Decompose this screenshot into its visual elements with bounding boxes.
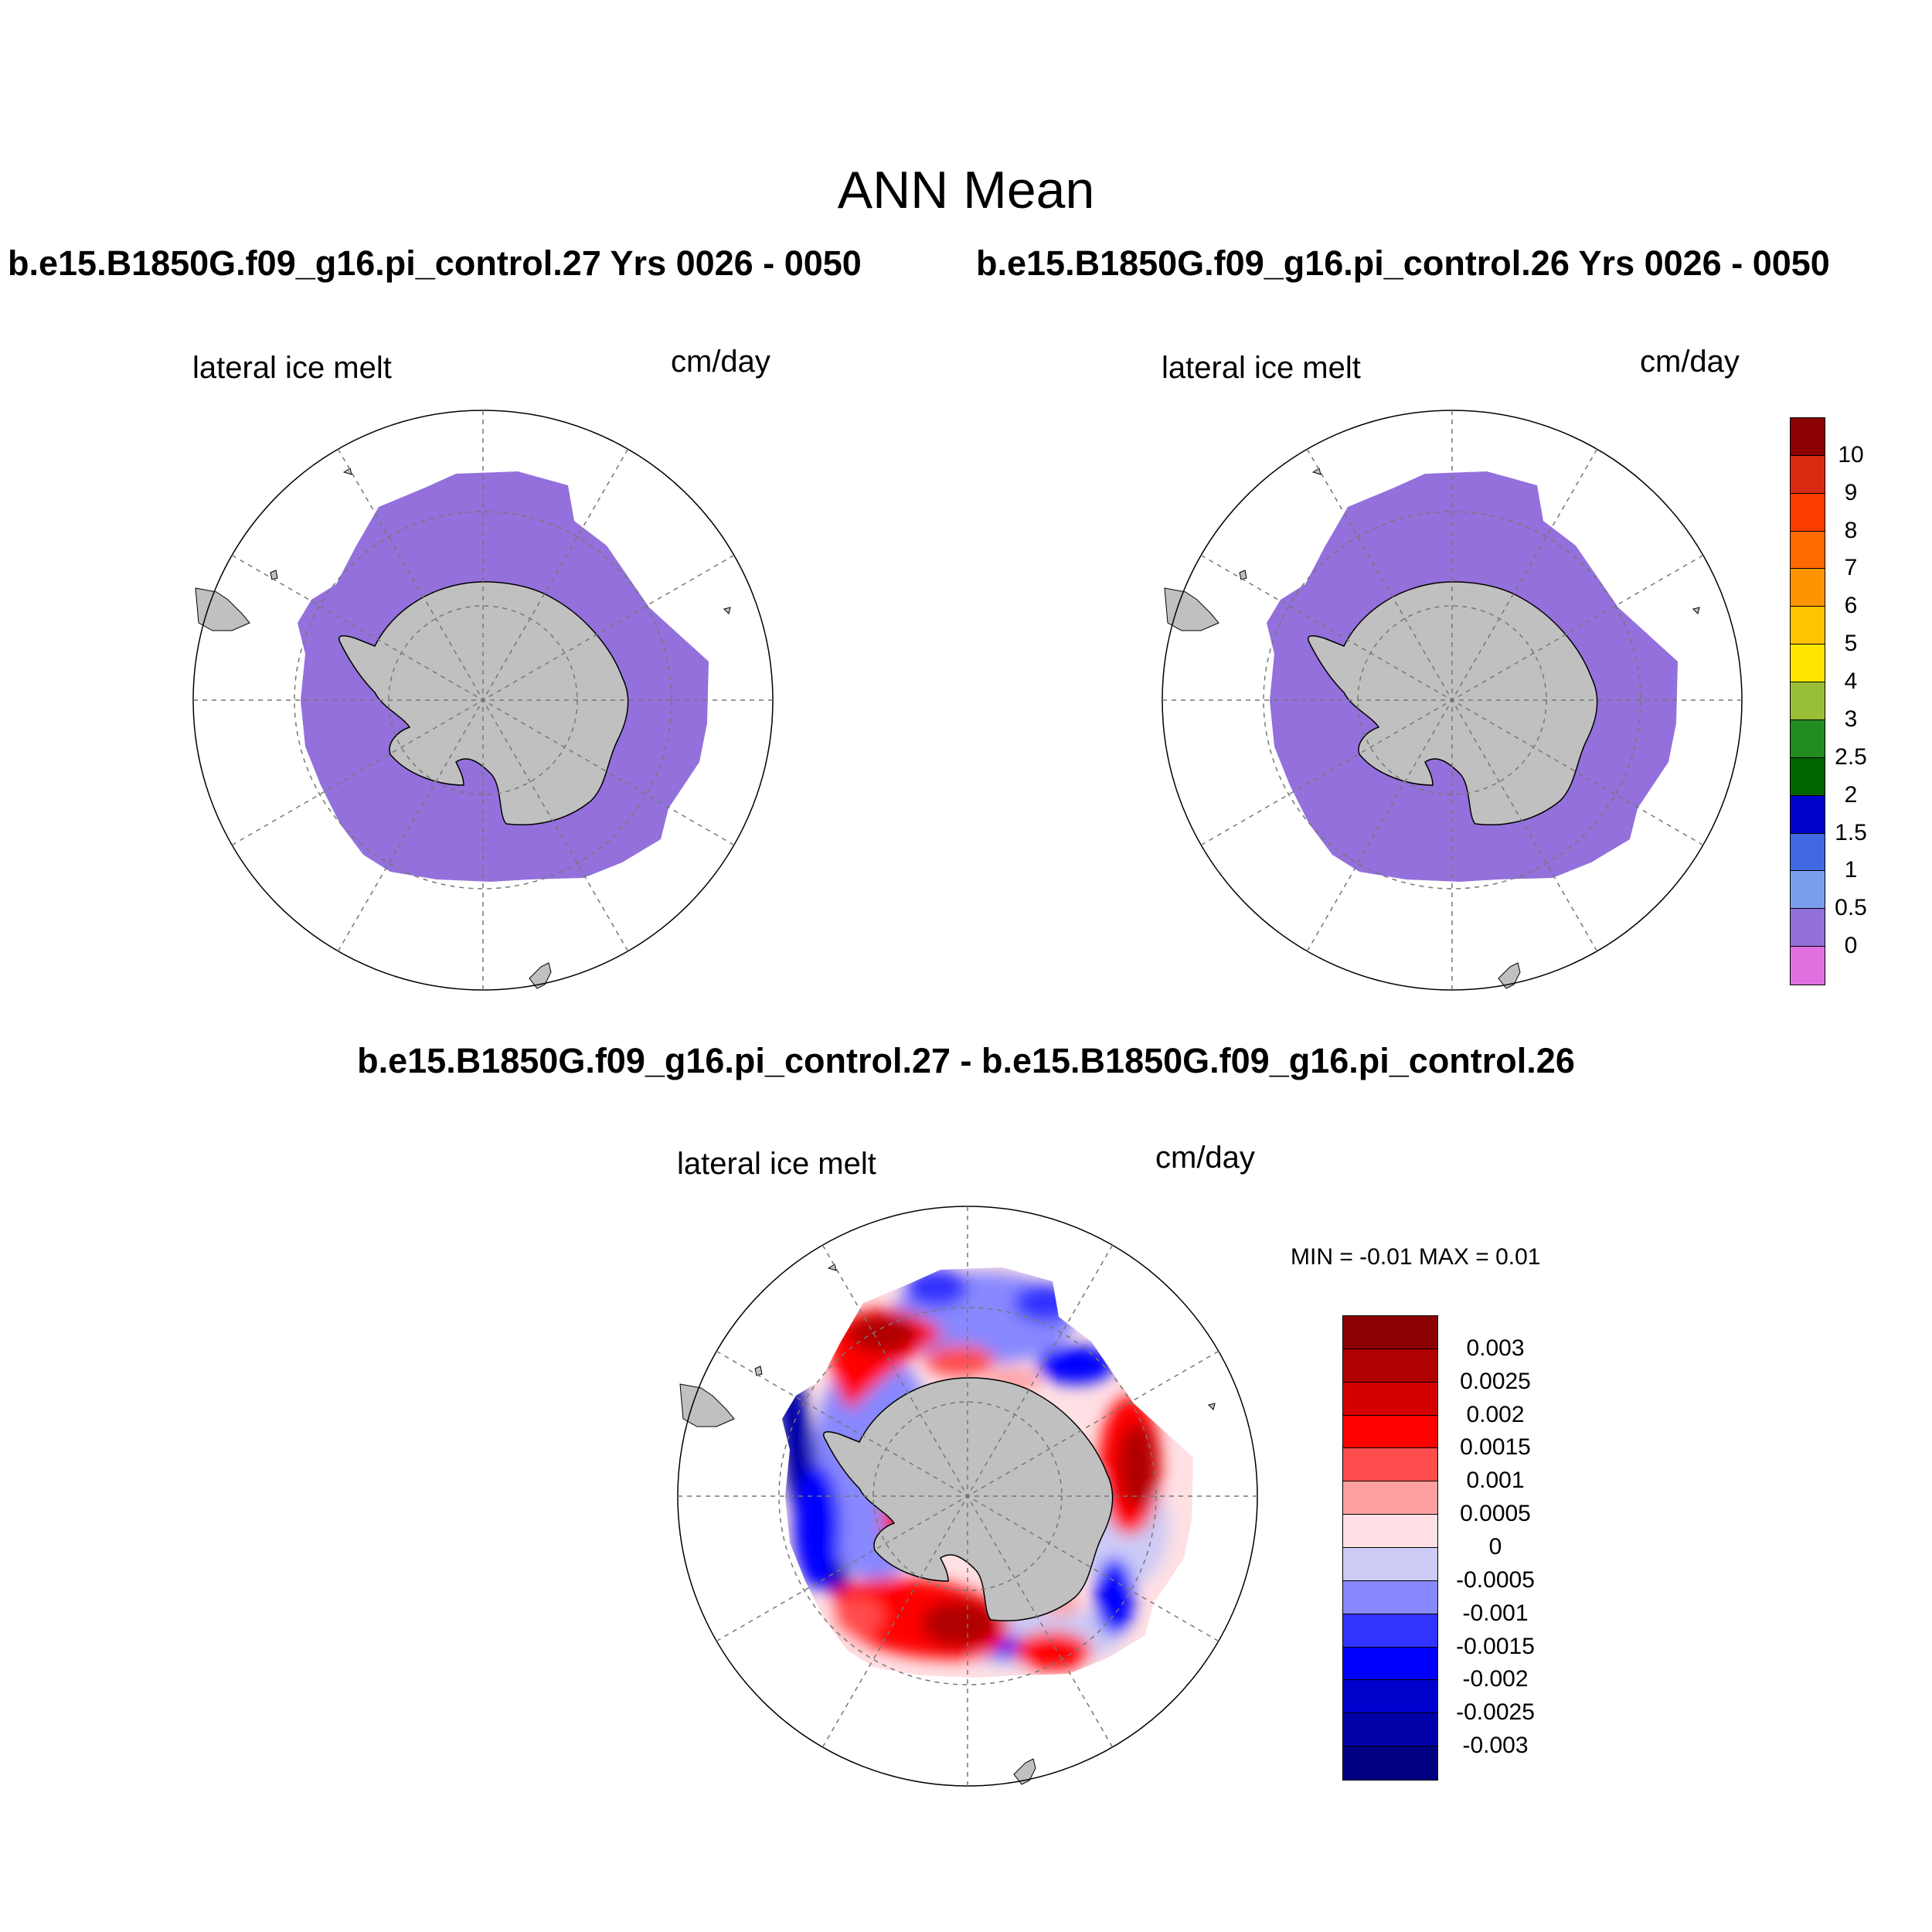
colorbar-difference-tick-label: -0.001 [1462, 1600, 1529, 1626]
map-panel-case-27 [192, 410, 774, 991]
colorbar-ice-melt-tick-label: 2.5 [1835, 743, 1867, 770]
panel1-units-label: cm/day [671, 345, 770, 379]
panel1-variable-label: lateral ice melt [192, 351, 392, 385]
colorbar-ice-melt-tick-label: 9 [1844, 479, 1858, 505]
colorbar-ice-melt-swatch [1791, 757, 1825, 796]
colorbar-difference-tick-label: -0.002 [1462, 1666, 1529, 1692]
colorbar-ice-melt-swatch [1791, 909, 1825, 947]
colorbar-difference-swatch [1343, 1515, 1437, 1548]
colorbar-ice-melt-swatch [1791, 795, 1825, 834]
colorbar-ice-melt-tick-label: 0 [1844, 933, 1858, 959]
colorbar-difference-tick-label: 0.0005 [1460, 1501, 1531, 1527]
colorbar-difference-tick-label: 0.001 [1466, 1468, 1525, 1494]
colorbar-ice-melt-swatch [1791, 455, 1825, 494]
colorbar-difference-tick-label: 0.002 [1466, 1401, 1525, 1427]
map-panel-case-26 [1162, 410, 1743, 991]
colorbar-difference-swatch [1343, 1382, 1437, 1416]
colorbar-ice-melt-swatch [1791, 719, 1825, 758]
case-title-left: b.e15.B1850G.f09_g16.pi_control.27 Yrs 0… [8, 243, 862, 283]
min-max-stats: MIN = -0.01 MAX = 0.01 [1291, 1244, 1541, 1270]
colorbar-ice-melt-tick-label: 8 [1844, 517, 1858, 543]
colorbar-ice-melt-tick-label: 4 [1844, 668, 1858, 695]
colorbar-difference-tick-label: 0.0025 [1460, 1368, 1531, 1394]
colorbar-difference-tick-label: -0.0005 [1456, 1566, 1535, 1593]
colorbar-ice-melt-swatch [1791, 493, 1825, 532]
colorbar-difference-tick-label: -0.0025 [1456, 1699, 1535, 1726]
colorbar-ice-melt-swatch [1791, 569, 1825, 607]
colorbar-ice-melt-swatch [1791, 947, 1825, 985]
colorbar-difference-swatch [1343, 1747, 1437, 1780]
colorbar-ice-melt-tick-label: 10 [1838, 441, 1864, 468]
colorbar-ice-melt-swatch [1791, 645, 1825, 683]
colorbar-ice-melt-swatch [1791, 607, 1825, 645]
colorbar-difference-swatch [1343, 1680, 1437, 1714]
colorbar-difference-swatch [1343, 1614, 1437, 1648]
panel2-units-label: cm/day [1640, 345, 1740, 379]
difference-title: b.e15.B1850G.f09_g16.pi_control.27 - b.e… [357, 1041, 1575, 1080]
colorbar-ice-melt-swatch [1791, 871, 1825, 910]
colorbar-ice-melt-tick-label: 6 [1844, 593, 1858, 619]
colorbar-difference-swatch [1343, 1548, 1437, 1581]
colorbar-ice-melt-swatch [1791, 531, 1825, 570]
polar-grid [192, 410, 774, 991]
colorbar-difference-tick-label: -0.0015 [1456, 1633, 1535, 1659]
colorbar-ice-melt-tick-label: 1 [1844, 857, 1858, 883]
colorbar-difference-swatch [1343, 1448, 1437, 1482]
panel2-variable-label: lateral ice melt [1162, 351, 1361, 385]
map-panel-difference [677, 1206, 1258, 1787]
colorbar-difference-swatch [1343, 1580, 1437, 1614]
colorbar-difference-swatch [1343, 1647, 1437, 1681]
colorbar-difference-swatch [1343, 1316, 1437, 1349]
colorbar-difference-tick-label: 0.0015 [1460, 1434, 1531, 1461]
colorbar-ice-melt-tick-label: 7 [1844, 555, 1858, 581]
colorbar-ice-melt-swatch [1791, 833, 1825, 872]
panel3-variable-label: lateral ice melt [677, 1147, 876, 1181]
polar-grid [677, 1206, 1258, 1787]
panel3-units-label: cm/day [1155, 1141, 1255, 1175]
polar-grid [1162, 410, 1743, 991]
colorbar-difference-swatch [1343, 1415, 1437, 1449]
case-title-right: b.e15.B1850G.f09_g16.pi_control.26 Yrs 0… [976, 243, 1830, 283]
colorbar-ice-melt-tick-label: 1.5 [1835, 819, 1867, 845]
colorbar-difference-tick-label: -0.003 [1462, 1733, 1529, 1759]
colorbar-ice-melt-swatch [1791, 418, 1825, 456]
colorbar-difference [1342, 1315, 1438, 1781]
colorbar-ice-melt-tick-label: 3 [1844, 706, 1858, 732]
colorbar-ice-melt [1790, 417, 1825, 985]
colorbar-difference-tick-label: 0 [1488, 1534, 1502, 1560]
main-title: ANN Mean [837, 161, 1095, 219]
colorbar-ice-melt-tick-label: 5 [1844, 631, 1858, 657]
colorbar-ice-melt-tick-label: 0.5 [1835, 895, 1867, 921]
colorbar-difference-tick-label: 0.003 [1466, 1335, 1525, 1361]
colorbar-difference-swatch [1343, 1481, 1437, 1515]
colorbar-ice-melt-tick-label: 2 [1844, 781, 1858, 808]
colorbar-ice-melt-swatch [1791, 682, 1825, 720]
colorbar-difference-swatch [1343, 1349, 1437, 1383]
colorbar-difference-swatch [1343, 1713, 1437, 1747]
